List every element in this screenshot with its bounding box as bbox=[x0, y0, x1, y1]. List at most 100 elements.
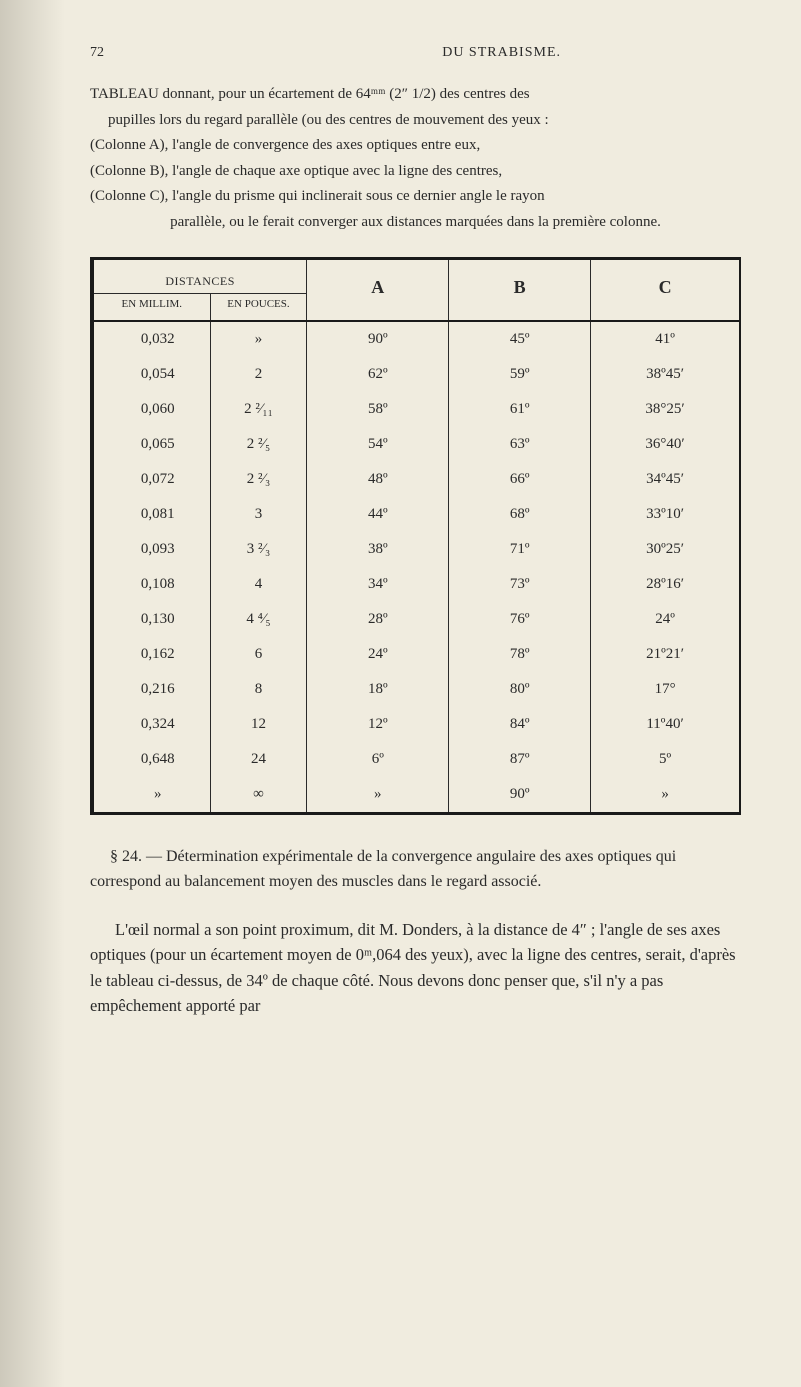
header-title: DU STRABISME. bbox=[442, 45, 561, 61]
table-cell: 0,072 bbox=[94, 462, 210, 497]
page-header: 72 DU STRABISME. bbox=[90, 45, 741, 61]
table-cell: 38°25′ bbox=[591, 392, 739, 427]
table-cell: 28º16′ bbox=[591, 567, 739, 602]
data-table: DISTANCES A B C EN MILLIM. EN POUCES. 0,… bbox=[90, 257, 741, 815]
table-cell: 11º40′ bbox=[591, 707, 739, 742]
table-row: 0,054262º59º38º45′ bbox=[94, 357, 739, 392]
sub-pouces: EN POUCES. bbox=[210, 294, 307, 322]
table-cell: 12º bbox=[307, 707, 449, 742]
table-cell: 76º bbox=[449, 602, 591, 637]
table-cell: 80º bbox=[449, 672, 591, 707]
table-cell: 0,162 bbox=[94, 637, 210, 672]
table-cell: 45º bbox=[449, 322, 591, 357]
table-cell: 0,032 bbox=[94, 322, 210, 357]
table-cell: 0,093 bbox=[94, 532, 210, 567]
body-text: L'œil normal a son point proximum, dit M… bbox=[90, 920, 736, 1016]
col-b-header: B bbox=[449, 260, 591, 321]
table-cell: 2 ²⁄₃ bbox=[210, 462, 307, 497]
table-row: 0,0652 ²⁄₅54º63º36°40′ bbox=[94, 427, 739, 462]
table-row: 0,0722 ²⁄₃48º66º34º45′ bbox=[94, 462, 739, 497]
table-cell: 24º bbox=[307, 637, 449, 672]
table-cell: 84º bbox=[449, 707, 591, 742]
table-cell: 44º bbox=[307, 497, 449, 532]
table-row: »∞»90º» bbox=[94, 777, 739, 812]
table-row: 0,3241212º84º11º40′ bbox=[94, 707, 739, 742]
table-cell: 0,648 bbox=[94, 742, 210, 777]
table-cell: 24º bbox=[591, 602, 739, 637]
intro-line: TABLEAU donnant, pour un écartement de 6… bbox=[90, 83, 741, 106]
table-cell: 12 bbox=[210, 707, 307, 742]
table-cell: 78º bbox=[449, 637, 591, 672]
table-cell: 66º bbox=[449, 462, 591, 497]
intro-line: (Colonne B), l'angle de chaque axe optiq… bbox=[90, 160, 741, 183]
table-cell: 17° bbox=[591, 672, 739, 707]
table-cell: 63º bbox=[449, 427, 591, 462]
table: DISTANCES A B C EN MILLIM. EN POUCES. 0,… bbox=[94, 260, 739, 812]
table-cell: 38º45′ bbox=[591, 357, 739, 392]
section-text: § 24. — Détermination expérimentale de l… bbox=[90, 845, 741, 895]
table-cell: 38º bbox=[307, 532, 449, 567]
table-cell: 54º bbox=[307, 427, 449, 462]
table-row: 0,108434º73º28º16′ bbox=[94, 567, 739, 602]
table-cell: 36°40′ bbox=[591, 427, 739, 462]
body-paragraph: L'œil normal a son point proximum, dit M… bbox=[90, 917, 741, 1019]
table-cell: 4 ⁴⁄₅ bbox=[210, 602, 307, 637]
table-cell: 2 ²⁄₁₁ bbox=[210, 392, 307, 427]
table-cell: 87º bbox=[449, 742, 591, 777]
intro-line: (Colonne C), l'angle du prisme qui incli… bbox=[90, 185, 741, 208]
section-24: § 24. — Détermination expérimentale de l… bbox=[90, 845, 741, 895]
table-cell: 3 bbox=[210, 497, 307, 532]
table-cell: 59º bbox=[449, 357, 591, 392]
table-cell: 21º21′ bbox=[591, 637, 739, 672]
intro-line: (Colonne A), l'angle de convergence des … bbox=[90, 134, 741, 157]
page-shadow bbox=[0, 0, 65, 1387]
table-cell: 0,060 bbox=[94, 392, 210, 427]
table-row: 0,081344º68º33º10′ bbox=[94, 497, 739, 532]
table-cell: 0,108 bbox=[94, 567, 210, 602]
table-cell: 0,081 bbox=[94, 497, 210, 532]
table-cell: 34º bbox=[307, 567, 449, 602]
intro-block: TABLEAU donnant, pour un écartement de 6… bbox=[90, 83, 741, 233]
table-cell: » bbox=[307, 777, 449, 812]
page-number: 72 bbox=[90, 45, 104, 61]
table-cell: 0,065 bbox=[94, 427, 210, 462]
table-header-row: DISTANCES A B C bbox=[94, 260, 739, 294]
col-a-header: A bbox=[307, 260, 449, 321]
table-cell: 33º10′ bbox=[591, 497, 739, 532]
table-row: 0,0933 ²⁄₃38º71º30º25′ bbox=[94, 532, 739, 567]
table-cell: 8 bbox=[210, 672, 307, 707]
table-cell: 6º bbox=[307, 742, 449, 777]
table-cell: 34º45′ bbox=[591, 462, 739, 497]
table-cell: 61º bbox=[449, 392, 591, 427]
table-cell: ∞ bbox=[210, 777, 307, 812]
table-cell: 2 ²⁄₅ bbox=[210, 427, 307, 462]
table-cell: 90º bbox=[449, 777, 591, 812]
table-cell: 73º bbox=[449, 567, 591, 602]
table-cell: 28º bbox=[307, 602, 449, 637]
table-cell: 2 bbox=[210, 357, 307, 392]
table-body: 0,032»90º45º41º0,054262º59º38º45′0,0602 … bbox=[94, 322, 739, 812]
table-cell: 71º bbox=[449, 532, 591, 567]
table-cell: » bbox=[210, 322, 307, 357]
table-cell: 0,130 bbox=[94, 602, 210, 637]
table-row: 0,0602 ²⁄₁₁58º61º38°25′ bbox=[94, 392, 739, 427]
col-c-header: C bbox=[591, 260, 739, 321]
sub-mm: EN MILLIM. bbox=[94, 294, 210, 322]
table-cell: 41º bbox=[591, 322, 739, 357]
table-cell: 4 bbox=[210, 567, 307, 602]
table-cell: 0,054 bbox=[94, 357, 210, 392]
table-cell: 30º25′ bbox=[591, 532, 739, 567]
table-cell: 6 bbox=[210, 637, 307, 672]
table-row: 0,648246º87º5º bbox=[94, 742, 739, 777]
table-cell: 24 bbox=[210, 742, 307, 777]
table-cell: 5º bbox=[591, 742, 739, 777]
table-cell: 58º bbox=[307, 392, 449, 427]
intro-line: parallèle, ou le ferait converger aux di… bbox=[90, 211, 741, 234]
table-cell: 48º bbox=[307, 462, 449, 497]
table-cell: 68º bbox=[449, 497, 591, 532]
table-row: 0,216818º80º17° bbox=[94, 672, 739, 707]
document-page: 72 DU STRABISME. TABLEAU donnant, pour u… bbox=[0, 0, 801, 1387]
intro-line: pupilles lors du regard parallèle (ou de… bbox=[90, 109, 741, 132]
table-cell: » bbox=[94, 777, 210, 812]
table-row: 0,1304 ⁴⁄₅28º76º24º bbox=[94, 602, 739, 637]
